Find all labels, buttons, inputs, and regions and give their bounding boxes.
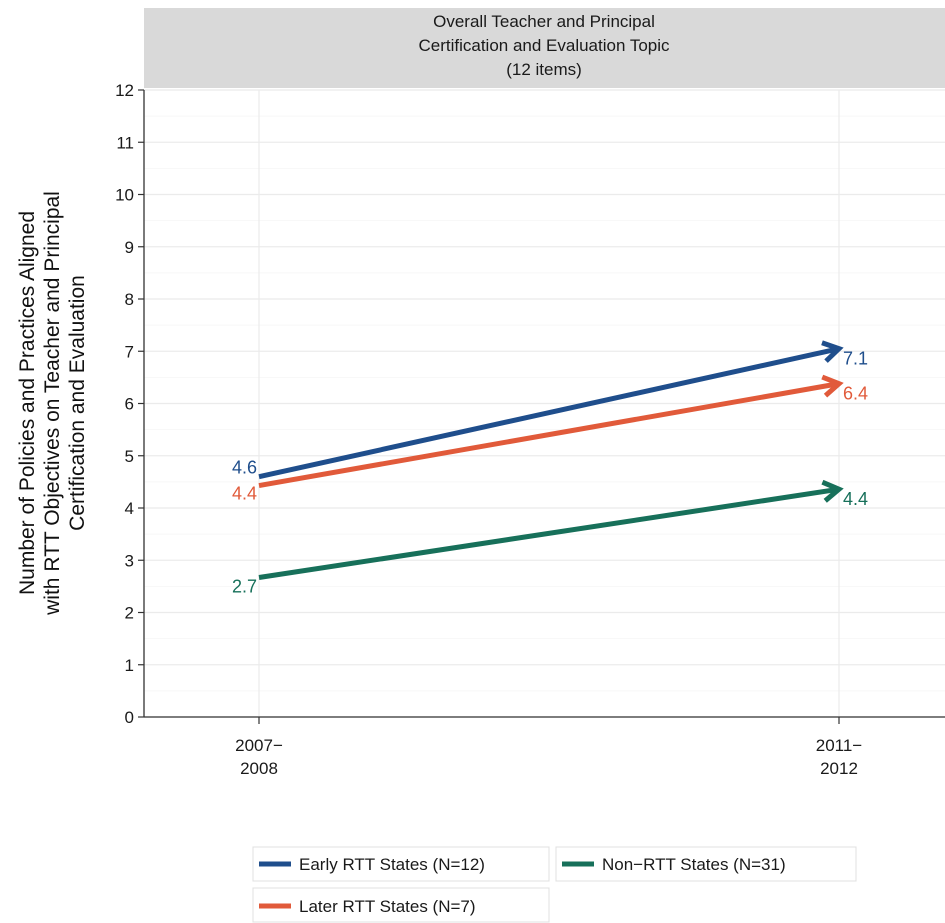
legend-key-box-non [555, 846, 857, 882]
series-1 [258, 374, 844, 488]
series-arrowhead [821, 340, 844, 363]
series-arrowhead [821, 479, 844, 503]
y-tick-label: 9 [125, 238, 134, 257]
facet-title-line-3: (12 items) [506, 60, 582, 79]
y-tick-label: 12 [115, 81, 134, 100]
y-tick-label: 6 [125, 395, 134, 414]
x-tick-label: 2012 [820, 759, 858, 778]
y-tick-label: 7 [125, 342, 134, 361]
facet-strip [144, 8, 945, 88]
y-axis-title-line-1: Number of Policies and Practices Aligned [16, 211, 39, 595]
series-line [258, 346, 840, 480]
legend-label-early: Early RTT States (N=12) [299, 855, 485, 874]
y-tick-label: 10 [115, 186, 134, 205]
y-axis-title: Number of Policies and Practices Aligned… [16, 191, 89, 616]
legend-key-box-early [252, 846, 550, 882]
series-line [258, 486, 840, 580]
x-ticks: 2007− 2008 2011− 2012 [235, 717, 862, 778]
x-tick-label: 2007− [235, 736, 283, 755]
data-label-end: 4.4 [843, 489, 868, 509]
facet-title-line-2: Certification and Evaluation Topic [418, 36, 670, 55]
y-tick-label: 0 [125, 708, 134, 727]
data-label-start: 4.6 [232, 458, 257, 478]
data-label-start: 4.4 [232, 484, 257, 504]
data-labels: 4.6 7.1 4.4 6.4 2.7 4.4 [232, 349, 868, 597]
series-line [258, 381, 840, 488]
legend: Early RTT States (N=12) Later RTT States… [252, 846, 857, 923]
y-tick-label: 11 [116, 133, 134, 152]
y-axis-title-line-2: with RTT Objectives on Teacher and Princ… [41, 191, 64, 616]
series-2 [258, 479, 844, 580]
x-tick-label: 2008 [240, 759, 278, 778]
y-tick-label: 4 [125, 499, 134, 518]
legend-label-later: Later RTT States (N=7) [299, 897, 476, 916]
y-tick-label: 2 [125, 604, 134, 623]
y-tick-label: 3 [125, 551, 134, 570]
series [258, 340, 844, 580]
legend-key-box-later [252, 887, 550, 923]
y-axis-title-line-3: Certification and Evaluation [66, 275, 89, 531]
x-tick-label: 2011− [816, 736, 863, 755]
y-tick-label: 8 [125, 290, 134, 309]
data-label-end: 7.1 [843, 349, 868, 369]
data-label-start: 2.7 [232, 576, 257, 596]
legend-label-non: Non−RTT States (N=31) [602, 855, 786, 874]
y-tick-label: 5 [125, 447, 134, 466]
series-0 [258, 340, 844, 480]
grid-lines [144, 89, 945, 718]
y-tick-label: 1 [125, 656, 134, 675]
facet-title-line-1: Overall Teacher and Principal [433, 12, 655, 31]
series-arrowhead [821, 374, 844, 398]
data-label-end: 6.4 [843, 384, 868, 404]
